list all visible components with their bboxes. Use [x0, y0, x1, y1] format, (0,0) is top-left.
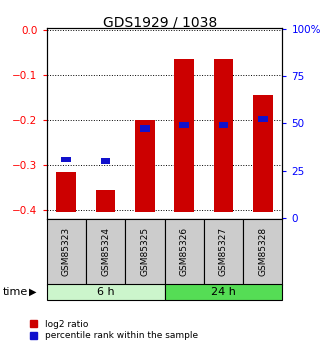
Bar	[140, 125, 150, 132]
Legend: log2 ratio, percentile rank within the sample: log2 ratio, percentile rank within the s…	[30, 320, 198, 341]
Bar	[47, 219, 86, 285]
Bar	[125, 219, 164, 285]
Bar	[174, 59, 194, 212]
Text: GSM85323: GSM85323	[62, 227, 71, 276]
Text: GSM85327: GSM85327	[219, 227, 228, 276]
Text: 24 h: 24 h	[211, 287, 236, 297]
Bar	[204, 219, 243, 285]
Bar	[100, 158, 110, 164]
Bar	[219, 122, 229, 128]
Bar	[164, 219, 204, 285]
Text: GSM85326: GSM85326	[180, 227, 189, 276]
Bar	[86, 219, 125, 285]
Bar	[243, 219, 282, 285]
Text: GSM85328: GSM85328	[258, 227, 267, 276]
Bar	[214, 59, 233, 212]
Bar	[164, 284, 282, 300]
Text: GDS1929 / 1038: GDS1929 / 1038	[103, 16, 218, 30]
Bar	[135, 120, 155, 212]
Bar	[47, 284, 165, 300]
Bar	[96, 190, 115, 212]
Text: time: time	[3, 287, 29, 297]
Bar	[61, 157, 71, 162]
Bar	[258, 116, 268, 122]
Bar	[179, 122, 189, 128]
Bar	[56, 172, 76, 212]
Text: 6 h: 6 h	[97, 287, 114, 297]
Text: GSM85325: GSM85325	[140, 227, 149, 276]
Text: ▶: ▶	[29, 287, 36, 297]
Text: GSM85324: GSM85324	[101, 227, 110, 276]
Bar	[253, 95, 273, 212]
